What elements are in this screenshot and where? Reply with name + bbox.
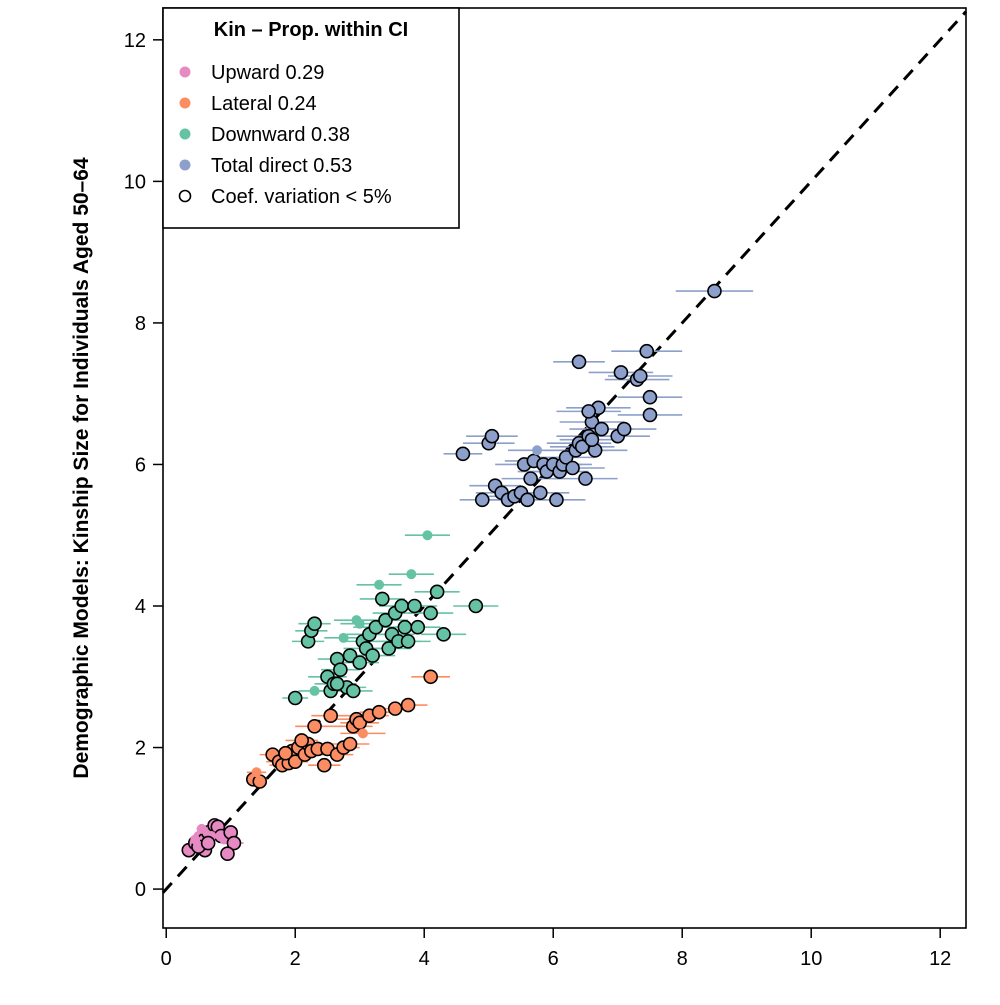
data-point xyxy=(368,619,384,635)
data-point xyxy=(307,719,322,734)
y-tick-label: 10 xyxy=(124,171,146,193)
legend-marker xyxy=(179,66,191,78)
data-point xyxy=(294,733,309,748)
data-point xyxy=(352,655,368,670)
data-point xyxy=(642,389,658,405)
legend-marker xyxy=(179,97,191,109)
data-point xyxy=(436,627,451,642)
data-point xyxy=(423,605,438,621)
legend-label: Upward 0.29 xyxy=(211,62,324,84)
data-point xyxy=(226,835,242,851)
data-point xyxy=(278,745,293,761)
data-point xyxy=(584,432,600,447)
data-point xyxy=(374,579,385,590)
legend-marker xyxy=(178,189,192,203)
data-point xyxy=(371,704,387,720)
data-point xyxy=(338,632,349,643)
data-point xyxy=(574,439,590,455)
data-point xyxy=(309,685,320,696)
data-point xyxy=(565,460,580,476)
legend-label: Total direct 0.53 xyxy=(211,155,352,177)
data-point xyxy=(407,598,422,614)
legend-marker xyxy=(179,128,191,140)
data-point xyxy=(406,569,417,580)
legend-label: Coef. variation < 5% xyxy=(211,186,392,208)
data-point xyxy=(400,634,416,649)
y-tick-label: 6 xyxy=(135,454,146,476)
data-point xyxy=(468,598,484,614)
x-tick-label: 2 xyxy=(290,948,301,970)
data-point xyxy=(558,450,574,465)
x-tick-label: 10 xyxy=(800,948,822,970)
data-point xyxy=(352,715,368,731)
data-point xyxy=(251,767,262,778)
data-point xyxy=(429,584,445,600)
y-tick-label: 2 xyxy=(135,738,146,760)
data-point xyxy=(632,368,648,384)
data-point xyxy=(484,428,500,444)
data-point xyxy=(532,445,543,456)
data-point xyxy=(378,612,393,628)
data-point xyxy=(333,662,348,677)
data-point xyxy=(549,492,564,508)
x-tick-label: 6 xyxy=(548,948,559,970)
data-point xyxy=(316,757,332,773)
x-tick-label: 12 xyxy=(929,948,951,970)
data-point xyxy=(329,676,345,692)
data-point xyxy=(578,471,593,486)
legend-label: Lateral 0.24 xyxy=(211,93,317,115)
y-axis-label: Demographic Models: Kinship Size for Ind… xyxy=(70,157,93,779)
x-tick-label: 4 xyxy=(419,948,430,970)
data-point xyxy=(357,728,368,739)
data-point xyxy=(220,846,235,861)
data-point xyxy=(394,598,409,614)
legend-box xyxy=(162,7,460,229)
data-point xyxy=(287,754,303,769)
data-point xyxy=(196,823,207,834)
data-point xyxy=(387,701,403,716)
data-point xyxy=(342,648,358,663)
y-tick-label: 12 xyxy=(124,30,146,52)
data-point xyxy=(354,618,365,629)
data-point xyxy=(200,835,216,851)
y-tick-label: 8 xyxy=(135,313,146,335)
legend-marker xyxy=(179,159,191,171)
data-point xyxy=(520,492,535,508)
data-point xyxy=(374,591,390,607)
data-point xyxy=(474,492,490,508)
data-point xyxy=(381,641,397,656)
data-point xyxy=(287,690,303,706)
data-point xyxy=(410,619,426,635)
data-point xyxy=(594,421,609,437)
data-point xyxy=(642,407,658,423)
legend-label: Downward 0.38 xyxy=(211,124,350,146)
data-point xyxy=(639,343,655,359)
data-point xyxy=(455,446,471,462)
legend-title: Kin – Prop. within CI xyxy=(214,19,408,41)
data-point xyxy=(345,683,361,699)
data-point xyxy=(307,616,322,631)
data-point xyxy=(190,834,201,845)
plot-frame xyxy=(162,7,967,929)
y-tick-label: 4 xyxy=(135,596,146,618)
x-tick-label: 8 xyxy=(677,948,688,970)
data-point xyxy=(523,471,538,486)
data-point xyxy=(342,736,358,752)
data-point xyxy=(571,354,587,370)
y-tick-label: 0 xyxy=(135,879,146,901)
data-point xyxy=(423,669,438,685)
data-point xyxy=(581,404,596,419)
data-point xyxy=(365,648,380,663)
data-point xyxy=(397,619,413,635)
data-point xyxy=(422,530,433,541)
data-point xyxy=(707,283,722,299)
x-tick-label: 0 xyxy=(161,948,172,970)
data-point xyxy=(400,697,416,713)
data-point xyxy=(616,421,632,437)
data-point xyxy=(323,708,338,723)
data-point xyxy=(613,365,629,380)
data-point xyxy=(533,485,548,501)
